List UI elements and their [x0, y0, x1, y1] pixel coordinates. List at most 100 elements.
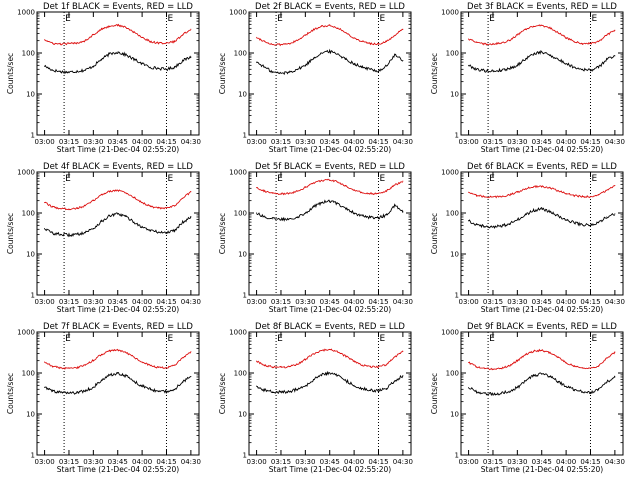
y-tick-label: 1000 — [229, 329, 247, 337]
lld-data-point — [606, 189, 608, 191]
x-tick-label: 04:15 — [368, 138, 388, 146]
events-data-point — [109, 215, 111, 217]
x-tick-label: 03:15 — [271, 298, 291, 306]
events-data-point — [92, 227, 94, 229]
x-tick-label: 03:30 — [295, 138, 315, 146]
events-data-point — [84, 390, 86, 392]
lld-data-point — [312, 182, 314, 184]
events-data-point — [149, 388, 151, 390]
events-data-point — [581, 68, 583, 70]
lld-data-point — [533, 25, 535, 27]
events-data-point — [329, 372, 331, 374]
events-data-point — [508, 67, 510, 69]
x-tick-label: 04:00 — [344, 298, 364, 306]
lld-data-point — [117, 189, 119, 191]
y-tick-label: 100 — [446, 50, 459, 58]
events-data-point — [304, 212, 306, 214]
lld-data-point — [92, 34, 94, 36]
events-data-point — [157, 231, 159, 233]
events-data-point — [125, 375, 127, 377]
x-tick-label: 03:00 — [34, 298, 54, 306]
events-data-point — [264, 66, 266, 68]
x-tick-label: 03:45 — [320, 458, 340, 466]
events-data-point — [296, 68, 298, 70]
events-data-point — [337, 374, 339, 376]
lld-data-point — [60, 208, 62, 210]
lld-data-point — [272, 192, 274, 194]
lld-data-point — [589, 367, 591, 369]
lld-data-point — [598, 365, 600, 367]
events-data-point — [76, 70, 78, 72]
events-data-point — [182, 60, 184, 62]
events-data-point — [100, 380, 102, 382]
y-tick-label: 1000 — [441, 169, 459, 177]
events-data-point — [133, 221, 135, 223]
events-data-point — [598, 389, 600, 391]
events-data-point — [516, 64, 518, 66]
detector-panel: Det 3f BLACK = Events, RED = LLD 1 10 100 10… — [430, 2, 625, 154]
x-tick-label: 03:00 — [458, 138, 478, 146]
detector-panel: Det 5f BLACK = Events, RED = LLD 1 10 100 10… — [218, 162, 413, 314]
y-axis-label: Counts/sec — [6, 213, 15, 254]
events-data-point — [476, 391, 478, 393]
events-data-point — [500, 69, 502, 71]
events-data-point — [541, 373, 543, 375]
y-tick-label: 100 — [234, 370, 247, 378]
events-data-point — [182, 221, 184, 223]
lld-data-point — [394, 184, 396, 186]
events-data-point — [272, 71, 274, 73]
lld-data-point — [386, 190, 388, 192]
x-tick-label: 03:15 — [483, 298, 503, 306]
x-tick-label: 04:00 — [556, 138, 576, 146]
y-tick-label: 10 — [238, 251, 247, 259]
events-data-point — [614, 55, 616, 57]
x-tick-label: 03:45 — [320, 298, 340, 306]
lld-data-point — [190, 28, 192, 30]
x-axis-label: Start Time (21-Dec-04 02:55:20) — [269, 465, 391, 474]
x-tick-label: 03:15 — [59, 298, 79, 306]
lld-data-point — [476, 194, 478, 196]
events-data-point — [52, 69, 54, 71]
lld-data-point — [573, 41, 575, 43]
lld-data-point — [573, 365, 575, 367]
lld-data-point — [329, 179, 331, 181]
y-tick-label: 1 — [243, 452, 247, 460]
lld-data-point — [190, 191, 192, 193]
events-data-point — [394, 205, 396, 207]
lld-data-point — [288, 43, 290, 45]
events-data-point — [500, 392, 502, 394]
events-data-point — [589, 391, 591, 393]
events-data-point — [369, 216, 371, 218]
y-tick-label: 1000 — [229, 169, 247, 177]
lld-series-line — [256, 24, 403, 47]
events-data-point — [68, 71, 70, 73]
events-data-point — [280, 218, 282, 220]
lld-data-point — [280, 44, 282, 46]
lld-data-point — [157, 207, 159, 209]
lld-data-point — [92, 200, 94, 202]
events-data-point — [321, 374, 323, 376]
x-tick-label: 03:45 — [320, 138, 340, 146]
y-axis-label: Counts/sec — [430, 213, 439, 254]
y-axis-label: Counts/sec — [6, 53, 15, 94]
event-marker-label: E — [379, 14, 385, 24]
events-series-line — [256, 370, 404, 395]
lld-data-point — [133, 356, 135, 358]
x-axis-label: Start Time (21-Dec-04 02:55:20) — [481, 465, 603, 474]
events-data-point — [589, 69, 591, 71]
events-data-point — [573, 389, 575, 391]
detector-panel: Det 7f BLACK = Events, RED = LLD 1 10 100 10… — [6, 322, 201, 474]
events-data-point — [141, 63, 143, 65]
lld-data-point — [280, 193, 282, 195]
y-axis-label: Counts/sec — [218, 53, 227, 94]
x-tick-label: 04:15 — [580, 138, 600, 146]
events-data-point — [141, 385, 143, 387]
events-data-point — [288, 218, 290, 220]
events-data-point — [296, 388, 298, 390]
x-tick-label: 03:15 — [59, 138, 79, 146]
lld-data-point — [296, 190, 298, 192]
lld-data-point — [141, 36, 143, 38]
y-tick-label: 10 — [450, 251, 459, 259]
x-tick-label: 03:15 — [483, 138, 503, 146]
lld-data-point — [541, 185, 543, 187]
